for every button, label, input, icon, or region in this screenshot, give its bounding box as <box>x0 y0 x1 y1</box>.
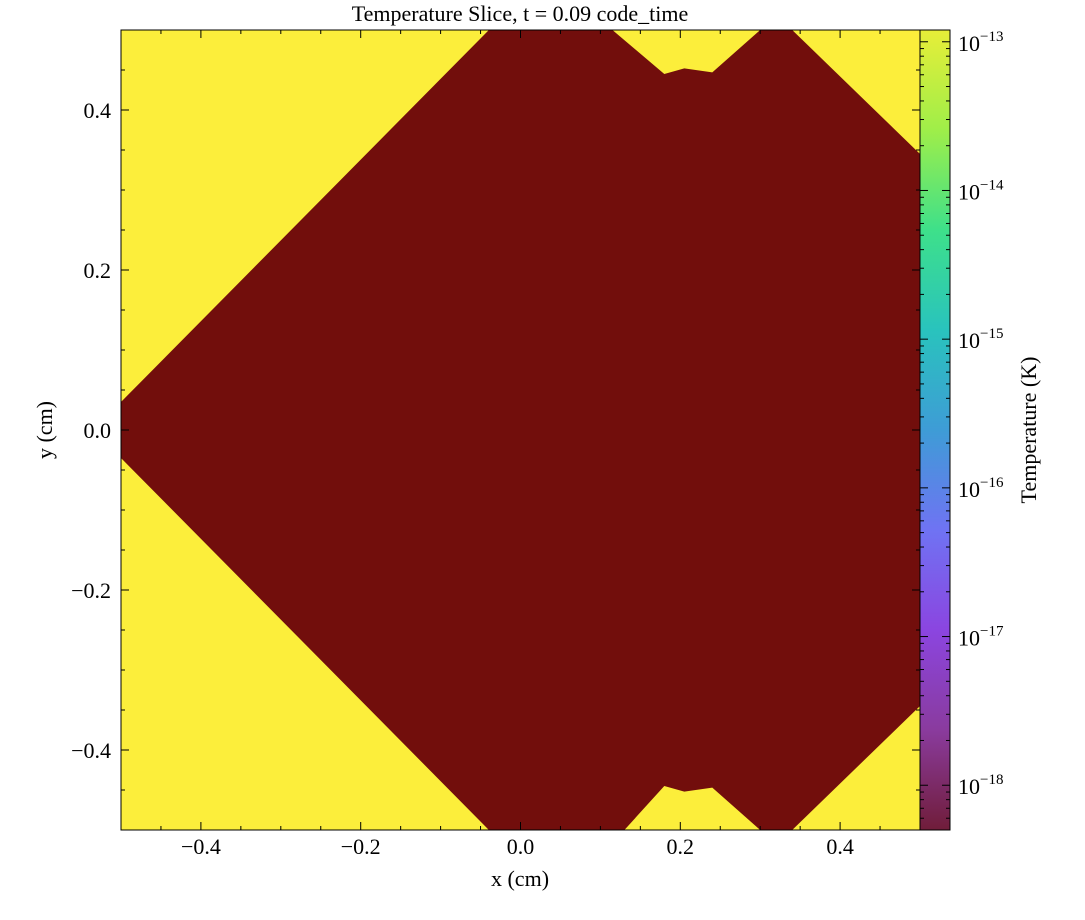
y-axis-ticks: −0.4 −0.2 0.0 0.2 0.4 <box>71 29 920 831</box>
x-tick-label: 0.0 <box>507 834 535 859</box>
colorbar-tick-label: 10−18 <box>958 772 1003 799</box>
x-tick-label: −0.4 <box>181 834 221 859</box>
x-tick-label: −0.2 <box>341 834 381 859</box>
y-tick-label: −0.4 <box>71 738 111 763</box>
y-tick-label: 0.4 <box>84 98 112 123</box>
plot-area <box>120 29 921 831</box>
x-tick-label: 0.2 <box>667 834 695 859</box>
colorbar-tick-label: 10−13 <box>958 29 1003 56</box>
low-temperature-region <box>121 30 920 830</box>
x-axis-label: x (cm) <box>491 866 549 891</box>
colorbar-tick-label: 10−17 <box>958 624 1004 651</box>
y-tick-label: 0.0 <box>84 418 112 443</box>
colorbar-scale <box>919 29 951 831</box>
chart-title: Temperature Slice, t = 0.09 code_time <box>352 1 688 26</box>
colorbar-tick-label: 10−15 <box>958 326 1003 353</box>
colorbar-tick-label: 10−16 <box>958 475 1004 502</box>
colorbar-tick-label: 10−14 <box>958 177 1004 204</box>
y-axis-label: y (cm) <box>32 401 57 459</box>
y-tick-label: 0.2 <box>84 258 112 283</box>
colorbar-label: Temperature (K) <box>1016 357 1041 504</box>
x-axis-ticks: −0.4 −0.2 0.0 0.2 0.4 <box>120 30 921 859</box>
y-tick-label: −0.2 <box>71 578 111 603</box>
colorbar: 10−13 10−14 10−15 10−16 10−17 10−18 <box>919 29 1004 831</box>
colorbar-ticks: 10−13 10−14 10−15 10−16 10−17 10−18 <box>920 29 1004 831</box>
x-tick-label: 0.4 <box>826 834 854 859</box>
